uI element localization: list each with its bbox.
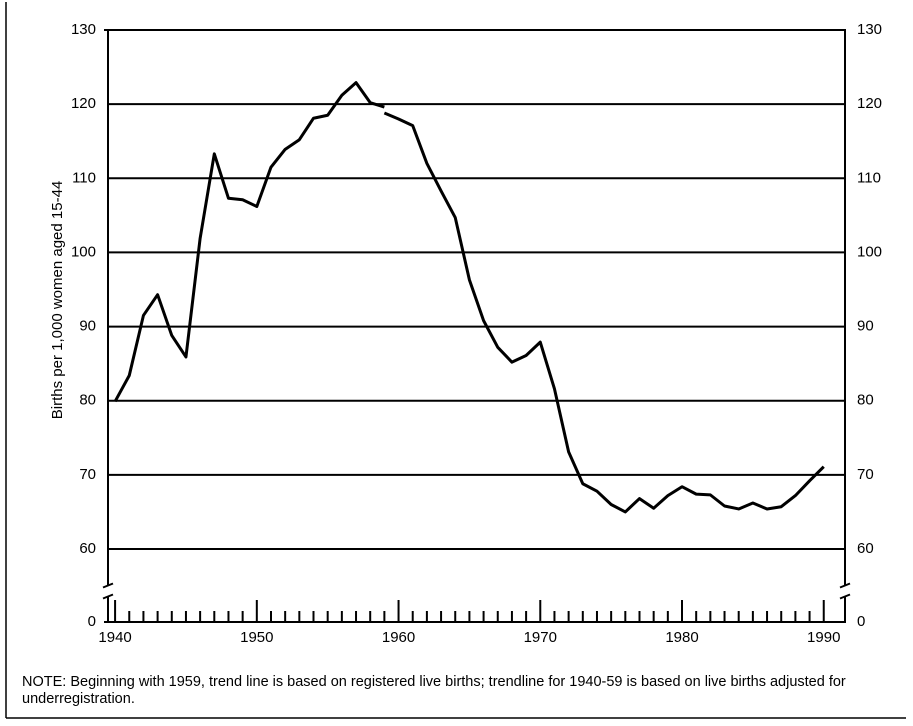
x-tick-label: 1940 <box>98 629 131 646</box>
x-tick-label: 1990 <box>807 629 840 646</box>
y2-tick-label: 60 <box>857 540 874 557</box>
y-tick-label: 130 <box>71 21 96 38</box>
y-axis-label: Births per 1,000 women aged 15-44 <box>49 181 66 419</box>
y-tick-label: 80 <box>79 392 96 409</box>
trend-line <box>113 81 385 403</box>
axis-break <box>839 593 851 600</box>
y-tick-label: 60 <box>79 540 96 557</box>
y-tick-label: 110 <box>72 169 96 186</box>
y-tick-label: 90 <box>79 318 96 335</box>
y2-tick-label: 0 <box>857 613 865 630</box>
y-tick-label: 100 <box>71 243 96 260</box>
note: NOTE: Beginning with 1959, trend line is… <box>22 674 846 707</box>
y2-tick-label: 100 <box>857 243 882 260</box>
y2-tick-label: 130 <box>857 21 882 38</box>
y2-tick-label: 120 <box>857 95 882 112</box>
axis-break <box>102 582 114 589</box>
plot-frame <box>107 29 846 623</box>
y2-tick-label: 80 <box>857 392 874 409</box>
axis-break <box>839 582 851 589</box>
y-tick-label: 120 <box>71 95 96 112</box>
x-tick-label: 1970 <box>524 629 557 646</box>
x-tick-label: 1960 <box>382 629 415 646</box>
y2-tick-label: 70 <box>857 466 874 483</box>
y-tick-label: 70 <box>79 466 96 483</box>
y2-tick-label: 90 <box>857 318 874 335</box>
y-tick-label: 0 <box>88 613 96 630</box>
axis-break <box>102 593 114 600</box>
x-tick-label: 1980 <box>665 629 698 646</box>
trend-line <box>383 111 825 514</box>
x-tick-label: 1950 <box>240 629 273 646</box>
y2-tick-label: 110 <box>857 169 881 186</box>
